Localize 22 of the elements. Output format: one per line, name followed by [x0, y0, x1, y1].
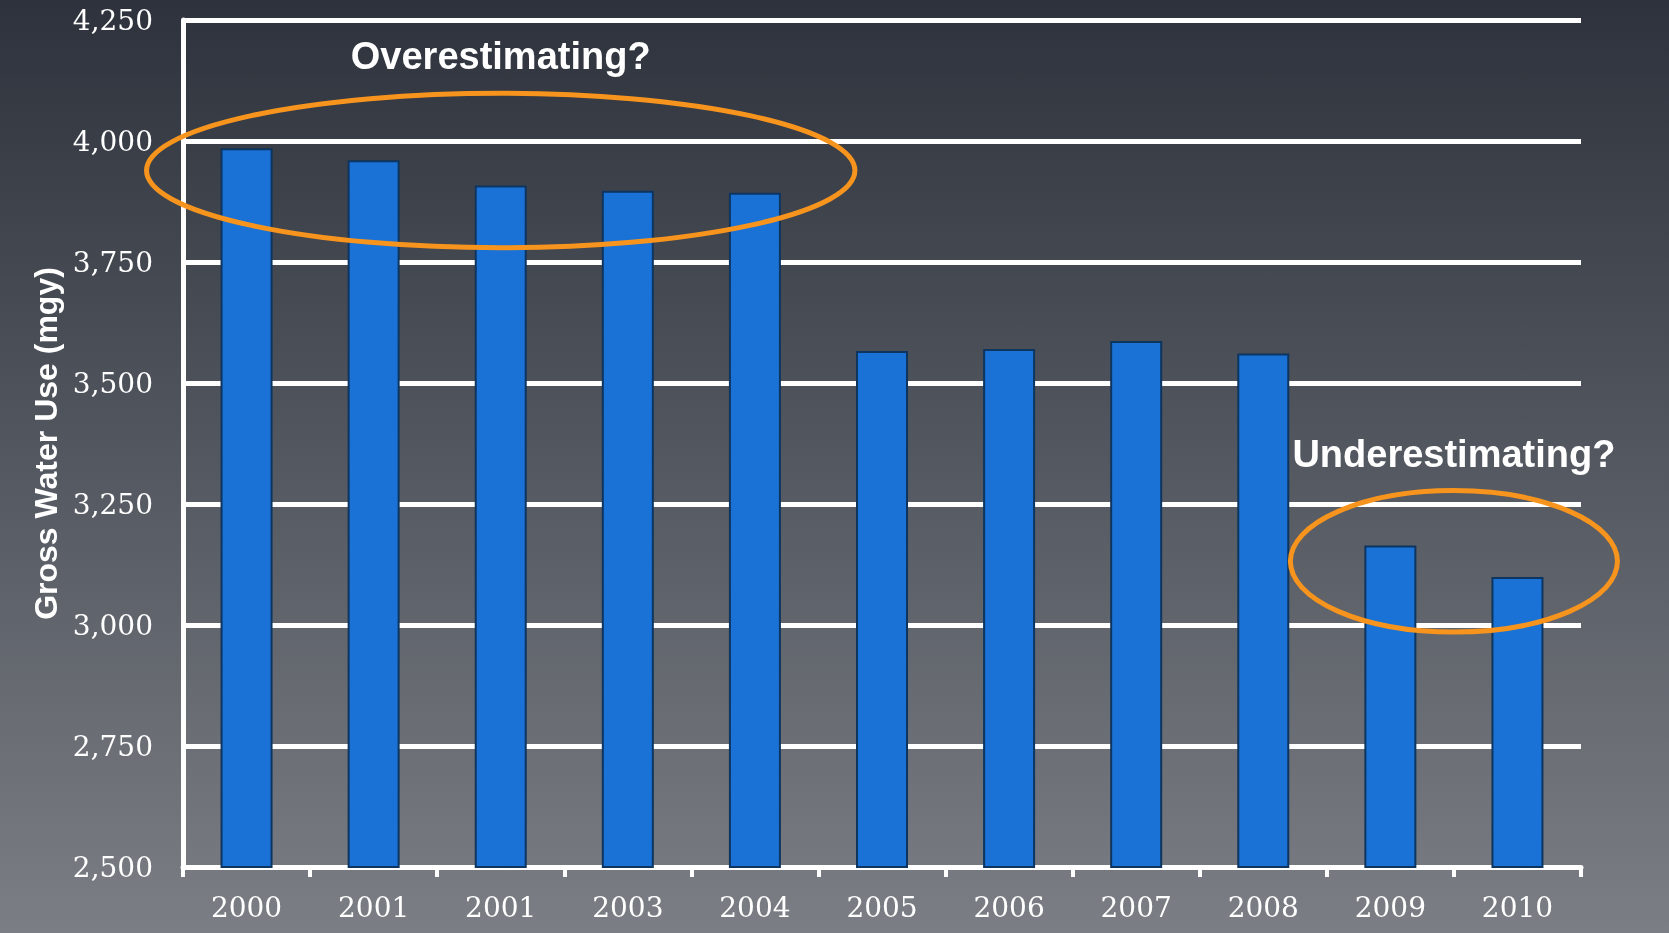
- y-tick-label: 4,000: [72, 124, 153, 158]
- x-tick-label: 2008: [1227, 890, 1299, 924]
- y-tick-label: 2,750: [72, 729, 153, 763]
- x-tick-label: 2001: [465, 890, 537, 924]
- y-tick-label: 4,250: [72, 3, 153, 37]
- y-tick-label: 2,500: [72, 850, 153, 884]
- x-tick-label: 2007: [1100, 890, 1172, 924]
- x-tick-label: 2010: [1481, 890, 1554, 924]
- x-tick-label: 2009: [1354, 890, 1426, 924]
- x-tick-label: 2003: [592, 890, 664, 924]
- x-tick-label: 2004: [719, 890, 791, 924]
- annotation: Overestimating?: [350, 35, 651, 79]
- x-tick-label: 2000: [210, 890, 283, 924]
- x-tick-label: 2005: [846, 890, 918, 924]
- x-tick-label: 2001: [338, 890, 410, 924]
- y-tick-label: 3,250: [72, 487, 153, 521]
- y-axis-title: Gross Water Use (mgy): [27, 267, 64, 620]
- y-tick-label: 3,000: [72, 608, 153, 642]
- annotation: Underestimating?: [1292, 432, 1616, 476]
- y-tick-label: 3,750: [72, 245, 153, 279]
- x-tick-label: 2006: [973, 890, 1045, 924]
- y-tick-label: 3,500: [72, 366, 153, 400]
